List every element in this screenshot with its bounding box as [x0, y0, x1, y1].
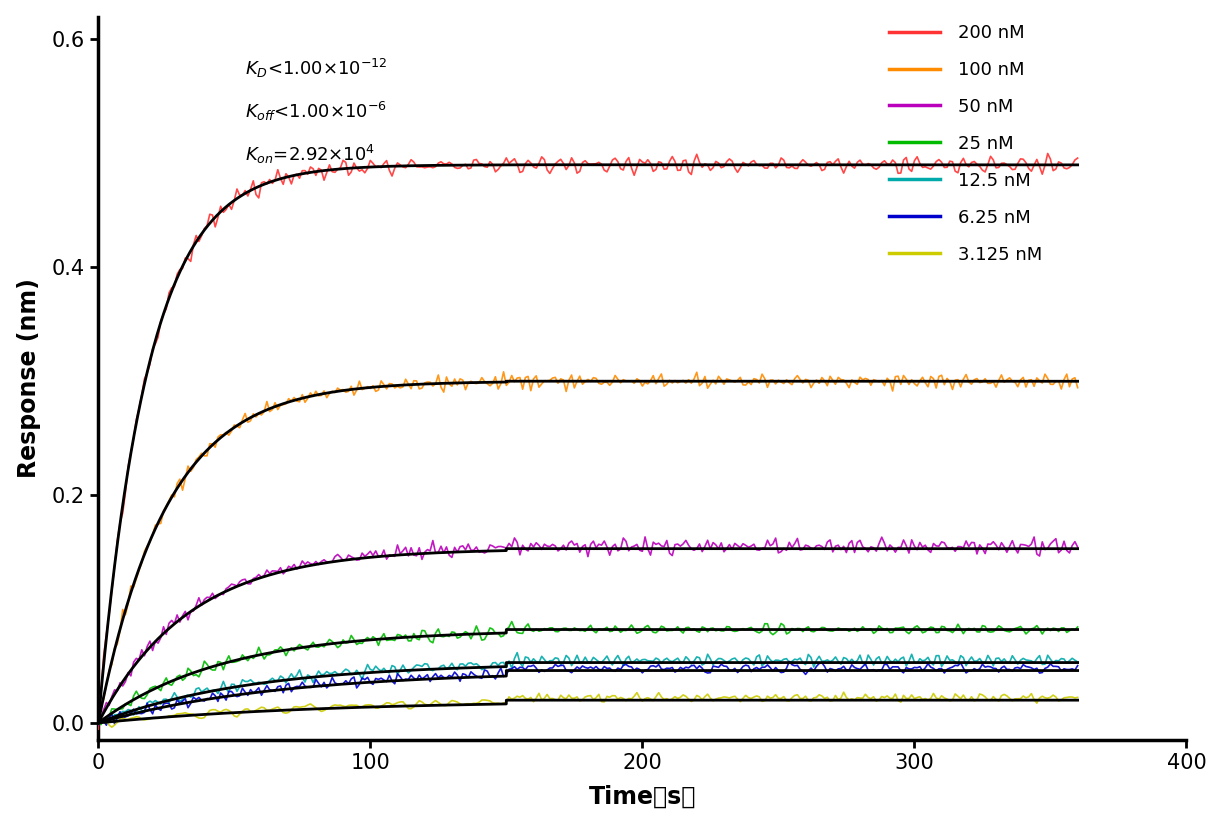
Y-axis label: Response (nm): Response (nm) [17, 278, 40, 478]
Legend: 200 nM, 100 nM, 50 nM, 25 nM, 12.5 nM, 6.25 nM, 3.125 nM: 200 nM, 100 nM, 50 nM, 25 nM, 12.5 nM, 6… [882, 16, 1049, 271]
Text: $K_{off}$<1.00×10$^{-6}$: $K_{off}$<1.00×10$^{-6}$ [245, 100, 388, 123]
Text: $K_D$<1.00×10$^{-12}$: $K_D$<1.00×10$^{-12}$ [245, 56, 388, 79]
X-axis label: Time（s）: Time（s） [588, 785, 696, 808]
Text: $K_{on}$=2.92×10$^{4}$: $K_{on}$=2.92×10$^{4}$ [245, 144, 375, 167]
